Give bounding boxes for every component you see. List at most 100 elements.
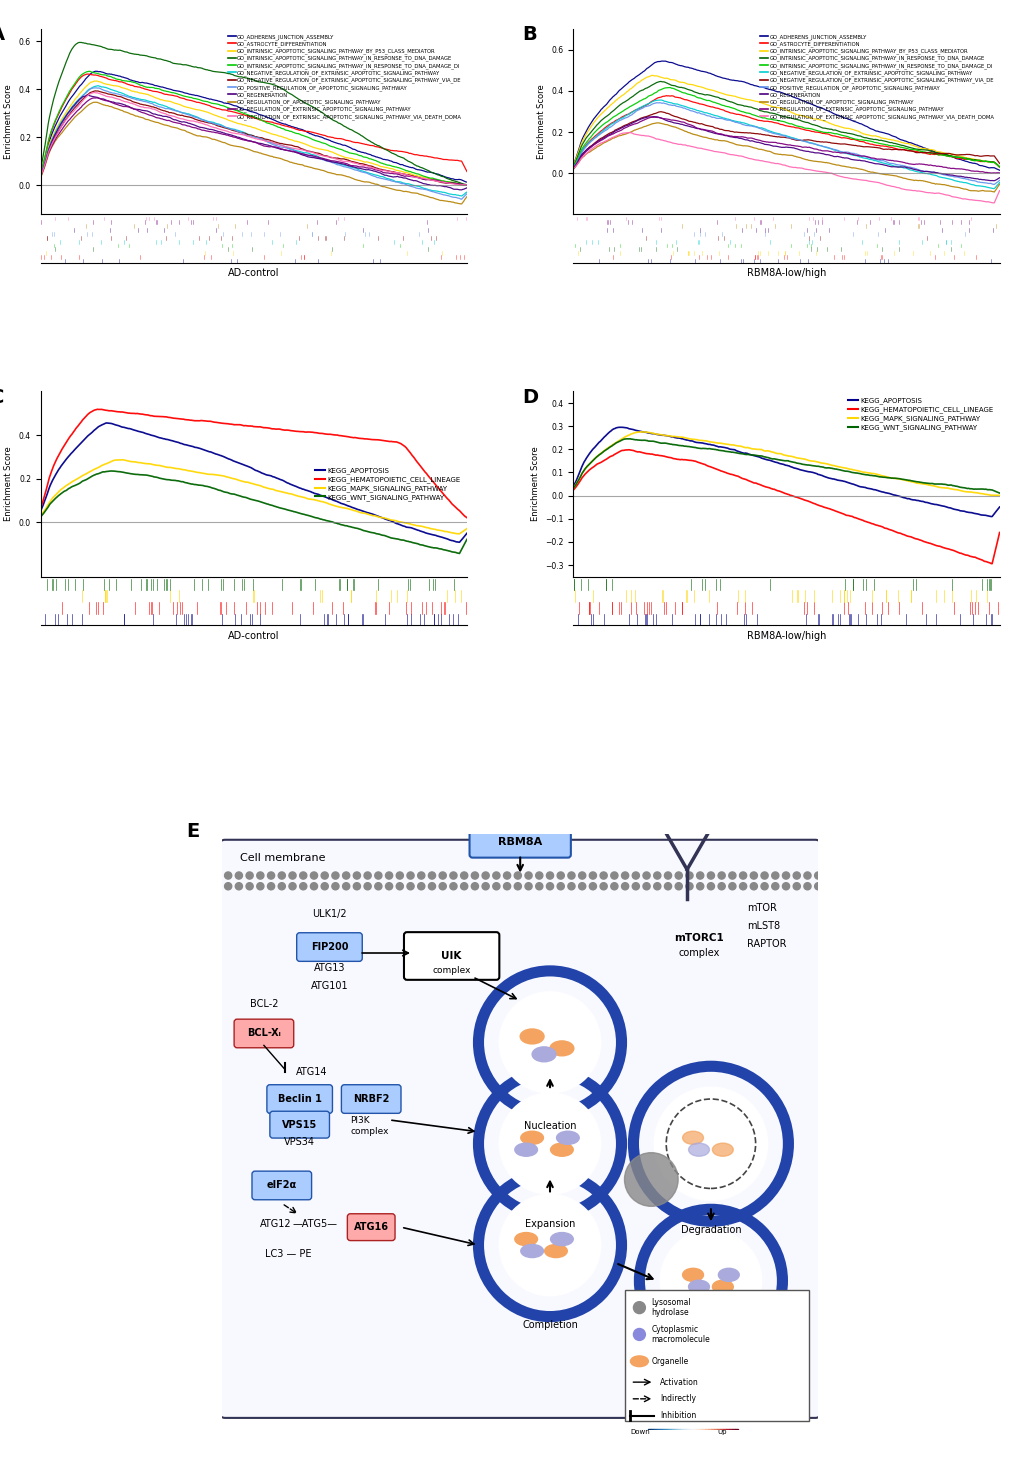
Bar	[672, 1428, 675, 1440]
Circle shape	[750, 883, 757, 890]
Circle shape	[525, 883, 532, 890]
Circle shape	[610, 872, 618, 880]
Text: Cell membrane: Cell membrane	[239, 852, 325, 862]
Text: Organelle: Organelle	[651, 1357, 688, 1366]
Text: C: C	[0, 388, 4, 407]
Circle shape	[729, 872, 736, 880]
Circle shape	[342, 883, 350, 890]
Circle shape	[793, 883, 800, 890]
Circle shape	[331, 883, 338, 890]
Circle shape	[224, 872, 231, 880]
Bar	[668, 1428, 672, 1440]
Circle shape	[525, 872, 532, 880]
Circle shape	[803, 872, 810, 880]
Legend: GO_ADHERENS_JUNCTION_ASSEMBLY, GO_ASTROCYTE_DIFFERENTIATION, GO_INTRINSIC_APOPTO: GO_ADHERENS_JUNCTION_ASSEMBLY, GO_ASTROC…	[757, 32, 996, 121]
Bar	[698, 1428, 701, 1440]
FancyBboxPatch shape	[341, 1084, 400, 1113]
Circle shape	[278, 872, 285, 880]
Ellipse shape	[520, 1029, 543, 1043]
Circle shape	[729, 883, 736, 890]
Circle shape	[696, 883, 703, 890]
Ellipse shape	[521, 1245, 543, 1258]
FancyBboxPatch shape	[219, 840, 820, 1418]
Circle shape	[663, 883, 671, 890]
Ellipse shape	[532, 1048, 555, 1062]
Bar	[726, 1428, 729, 1440]
Circle shape	[659, 1230, 761, 1332]
Text: ATG101: ATG101	[311, 980, 347, 991]
Circle shape	[633, 1301, 645, 1313]
Circle shape	[675, 883, 682, 890]
X-axis label: AD-control: AD-control	[228, 630, 279, 641]
FancyBboxPatch shape	[252, 1172, 311, 1199]
FancyBboxPatch shape	[267, 1084, 332, 1113]
Circle shape	[771, 872, 779, 880]
Text: D: D	[522, 388, 538, 407]
Circle shape	[310, 872, 317, 880]
Circle shape	[267, 872, 274, 880]
Text: VPS15: VPS15	[282, 1119, 317, 1129]
X-axis label: RBM8A-low/high: RBM8A-low/high	[746, 630, 825, 641]
Circle shape	[706, 872, 713, 880]
Legend: GO_ADHERENS_JUNCTION_ASSEMBLY, GO_ASTROCYTE_DIFFERENTIATION, GO_INTRINSIC_APOPTO: GO_ADHERENS_JUNCTION_ASSEMBLY, GO_ASTROC…	[225, 32, 464, 121]
Text: Up: Up	[716, 1428, 726, 1434]
Ellipse shape	[688, 1144, 709, 1156]
Circle shape	[300, 872, 307, 880]
Y-axis label: Enrichment Score: Enrichment Score	[4, 85, 13, 159]
FancyBboxPatch shape	[347, 1214, 394, 1240]
Circle shape	[578, 872, 585, 880]
Text: complex: complex	[678, 948, 719, 959]
Bar	[665, 1428, 668, 1440]
FancyBboxPatch shape	[404, 932, 499, 980]
Ellipse shape	[550, 1233, 573, 1246]
Text: PI3K
complex: PI3K complex	[350, 1116, 388, 1135]
Circle shape	[353, 872, 360, 880]
Text: complex: complex	[432, 966, 471, 976]
Ellipse shape	[717, 1268, 739, 1281]
Bar	[659, 1428, 662, 1440]
Text: ATG13: ATG13	[314, 963, 344, 973]
FancyBboxPatch shape	[469, 824, 571, 858]
Circle shape	[535, 883, 542, 890]
X-axis label: RBM8A-low/high: RBM8A-low/high	[746, 268, 825, 279]
Circle shape	[621, 872, 628, 880]
Circle shape	[310, 883, 317, 890]
Ellipse shape	[549, 1040, 574, 1056]
Ellipse shape	[550, 1144, 573, 1156]
Circle shape	[385, 883, 392, 890]
Bar	[695, 1428, 698, 1440]
Bar	[692, 1428, 695, 1440]
Circle shape	[793, 872, 800, 880]
Text: Fusion: Fusion	[695, 1357, 726, 1366]
Circle shape	[814, 883, 821, 890]
Circle shape	[633, 1329, 645, 1341]
Circle shape	[471, 883, 478, 890]
FancyBboxPatch shape	[270, 1112, 329, 1138]
Text: Inhibition: Inhibition	[659, 1411, 696, 1420]
Bar	[719, 1428, 722, 1440]
Bar	[678, 1428, 681, 1440]
Circle shape	[760, 883, 767, 890]
Text: BCL-Xₗ: BCL-Xₗ	[247, 1029, 280, 1039]
Circle shape	[685, 872, 692, 880]
Circle shape	[556, 883, 564, 890]
Circle shape	[353, 883, 360, 890]
Circle shape	[224, 883, 231, 890]
Circle shape	[503, 872, 511, 880]
Circle shape	[461, 872, 468, 880]
Text: ATG14: ATG14	[296, 1067, 327, 1077]
Text: eIF2α: eIF2α	[266, 1180, 297, 1191]
Text: A: A	[0, 25, 5, 44]
X-axis label: AD-control: AD-control	[228, 268, 279, 279]
Text: mTOR: mTOR	[746, 903, 775, 913]
Bar	[675, 1428, 678, 1440]
Ellipse shape	[515, 1233, 537, 1246]
Circle shape	[374, 872, 381, 880]
Circle shape	[589, 872, 596, 880]
Ellipse shape	[556, 1131, 579, 1144]
Circle shape	[267, 883, 274, 890]
Text: Lysosomal
hydrolase: Lysosomal hydrolase	[651, 1299, 690, 1317]
Text: BCL-2: BCL-2	[250, 998, 278, 1008]
Circle shape	[653, 883, 660, 890]
Text: RAPTOR: RAPTOR	[746, 940, 786, 948]
